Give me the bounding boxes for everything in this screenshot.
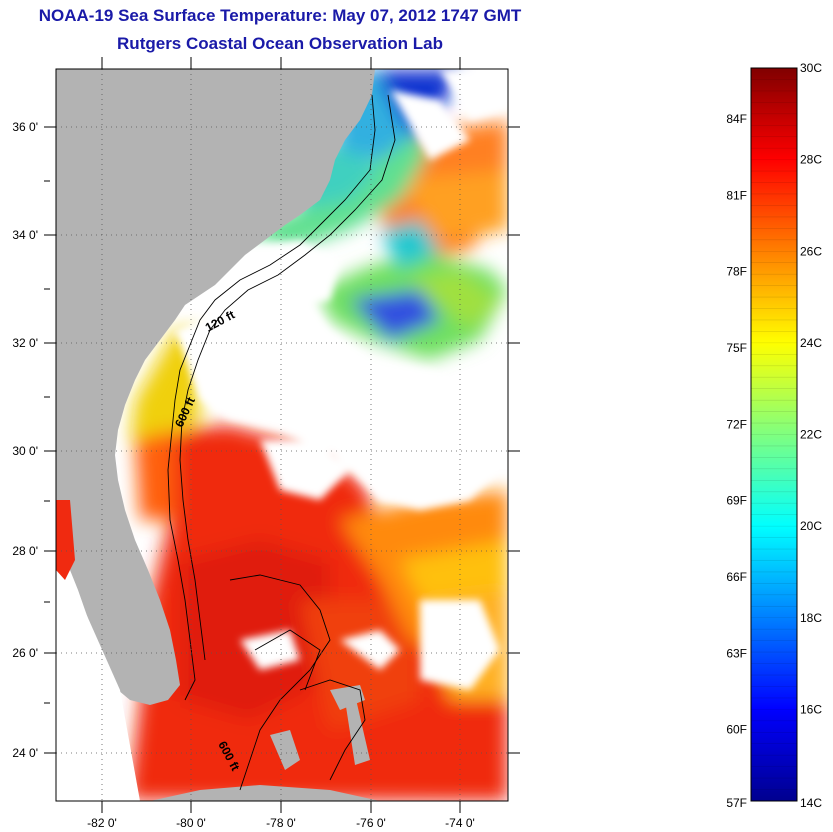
lon-label: -78 0' (266, 816, 296, 830)
lon-label: -82 0' (87, 816, 117, 830)
lat-label: 28 0' (12, 544, 38, 558)
temperature-colorbar: 30C 28C 26C 24C 22C 20C 18C 16C 14C 84F 81F 78F 75F… (726, 61, 822, 810)
colorbar-celsius-label: 28C (800, 153, 822, 167)
colorbar-fahrenheit-label: 57F (726, 796, 747, 810)
lon-label: -76 0' (356, 816, 386, 830)
map-subtitle: Rutgers Coastal Ocean Observation Lab (117, 34, 443, 53)
cloud-mask (175, 70, 508, 690)
colorbar-fahrenheit-label: 69F (726, 494, 747, 508)
latitude-labels: 36 0' 34 0' 32 0' 30 0' 28 0' 26 0' 24 0… (12, 120, 38, 760)
grid-lines (56, 69, 508, 801)
lat-label: 36 0' (12, 120, 38, 134)
colorbar-celsius-label: 24C (800, 336, 822, 350)
colorbar-fahrenheit-label: 66F (726, 570, 747, 584)
colorbar-fahrenheit-label: 75F (726, 341, 747, 355)
colorbar-celsius-label: 22C (800, 428, 822, 442)
colorbar-fahrenheit-label: 72F (726, 417, 747, 431)
map-frame (55, 68, 509, 802)
land (56, 69, 380, 801)
colorbar-fahrenheit-label: 84F (726, 112, 747, 126)
colorbar-celsius-label: 18C (800, 611, 822, 625)
lat-label: 32 0' (12, 336, 38, 350)
colorbar-gradient (750, 67, 798, 802)
colorbar-fahrenheit-label: 78F (726, 265, 747, 279)
colorbar-celsius-label: 16C (800, 702, 822, 716)
lat-label: 34 0' (12, 228, 38, 242)
lon-label: -74 0' (445, 816, 475, 830)
colorbar-fahrenheit-label: 63F (726, 646, 747, 660)
map-title: NOAA-19 Sea Surface Temperature: May 07,… (38, 6, 522, 25)
lat-label: 24 0' (12, 746, 38, 760)
lon-label: -80 0' (176, 816, 206, 830)
colorbar-fahrenheit-label: 81F (726, 188, 747, 202)
colorbar-fahrenheit-label: 60F (726, 723, 747, 737)
colorbar-celsius-label: 20C (800, 519, 822, 533)
longitude-labels: -82 0' -80 0' -78 0' -76 0' -74 0' (87, 816, 475, 830)
colorbar-celsius-label: 30C (800, 61, 822, 75)
frame-ticks (44, 57, 520, 813)
lat-label: 26 0' (12, 646, 38, 660)
colorbar-celsius-label: 26C (800, 244, 822, 258)
colorbar-celsius-label: 14C (800, 796, 822, 810)
bathymetry-contours (167, 94, 396, 791)
lat-label: 30 0' (12, 444, 38, 458)
